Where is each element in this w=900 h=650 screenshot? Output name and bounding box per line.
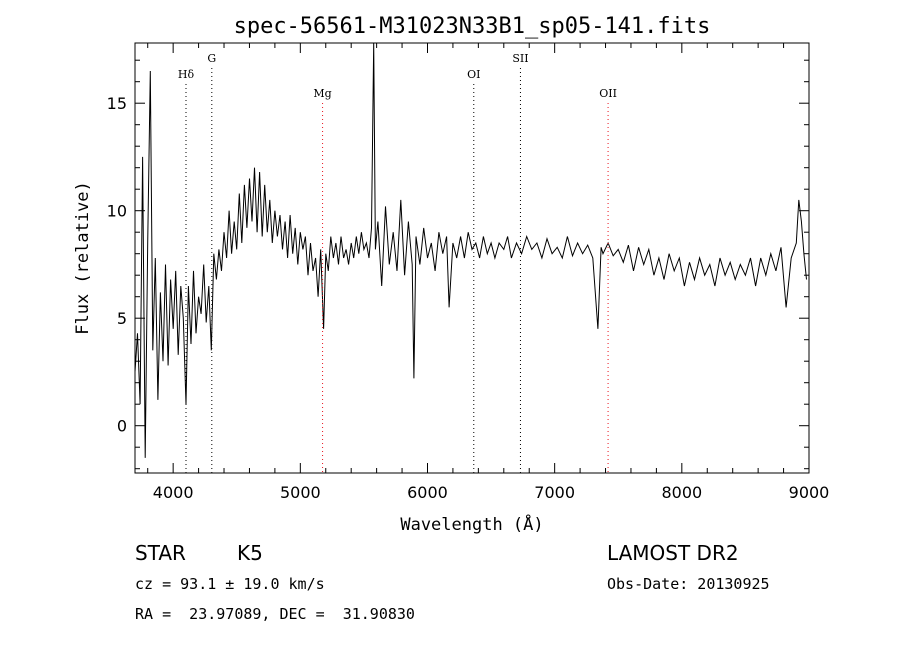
spectral-line-label: OII (599, 87, 617, 100)
plot-frame (134, 42, 810, 474)
y-tick-label: 5 (117, 309, 127, 328)
redshift-value: cz = 93.1 ± 19.0 km/s (135, 575, 325, 593)
spectral-line-label: SII (512, 52, 528, 65)
x-axis: 4000 5000 6000 7000 8000 9000 (147, 43, 830, 502)
spectral-line-label: Mg (313, 87, 331, 100)
spectral-line-markers: Hδ G Mg OI SII OII (178, 52, 617, 473)
y-axis-label: Flux (relative) (73, 181, 93, 335)
spectral-line-label: G (207, 52, 216, 65)
y-axis: 0 5 10 15 (107, 59, 809, 470)
y-tick-label: 10 (107, 202, 127, 221)
x-tick-label: 4000 (153, 483, 194, 502)
y-tick-label: 15 (107, 94, 127, 113)
spectral-line-label: Hδ (178, 68, 195, 81)
coordinates: RA = 23.97089, DEC = 31.90830 (135, 605, 415, 623)
x-tick-label: 8000 (661, 483, 702, 502)
spectrum-line-0 (134, 42, 807, 458)
chart-title: spec-56561-M31023N33B1_sp05-141.fits (234, 14, 711, 39)
object-subclass: K5 (237, 541, 263, 565)
survey-name: LAMOST DR2 (607, 541, 739, 565)
y-tick-label: 0 (117, 417, 127, 436)
plot-area (134, 42, 807, 458)
x-tick-label: 6000 (407, 483, 448, 502)
x-tick-label: 7000 (534, 483, 575, 502)
x-axis-label: Wavelength (Å) (400, 513, 543, 535)
x-tick-label: 5000 (280, 483, 321, 502)
spectral-line-label: OI (467, 68, 480, 81)
object-class: STAR (135, 541, 186, 565)
observation-date: Obs-Date: 20130925 (607, 575, 770, 593)
x-tick-label: 9000 (789, 483, 830, 502)
